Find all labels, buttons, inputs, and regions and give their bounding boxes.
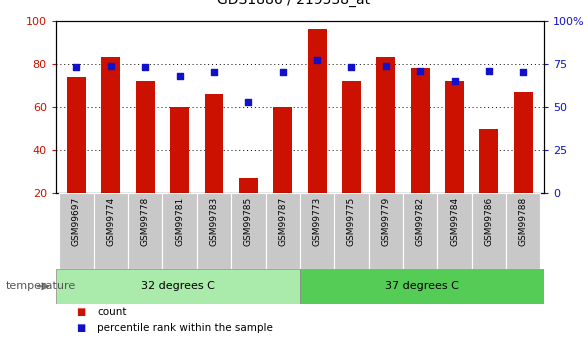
Text: GSM99785: GSM99785	[244, 197, 253, 246]
Point	[141, 65, 150, 70]
Text: GSM99778: GSM99778	[141, 197, 150, 246]
Point	[72, 65, 81, 70]
Text: ■: ■	[76, 307, 86, 317]
Bar	[445, 81, 464, 193]
Bar	[136, 81, 155, 193]
Bar	[59, 193, 93, 269]
Bar	[437, 193, 472, 269]
Text: GSM99774: GSM99774	[106, 197, 115, 246]
Bar	[334, 193, 369, 269]
Text: ■: ■	[76, 323, 86, 333]
Point	[484, 68, 493, 73]
Bar	[205, 94, 223, 193]
Bar	[101, 57, 121, 193]
Bar	[369, 193, 403, 269]
Point	[209, 70, 219, 75]
Bar	[273, 107, 292, 193]
Bar	[197, 193, 231, 269]
Bar	[231, 193, 266, 269]
Bar	[128, 193, 162, 269]
Text: 32 degrees C: 32 degrees C	[141, 282, 215, 291]
Bar	[376, 57, 395, 193]
Text: count: count	[97, 307, 126, 317]
Bar	[93, 193, 128, 269]
Bar	[162, 193, 197, 269]
Point	[175, 73, 184, 79]
Bar	[300, 269, 544, 304]
Text: GSM99697: GSM99697	[72, 197, 81, 246]
Point	[347, 65, 356, 70]
Point	[312, 58, 322, 63]
Text: GSM99788: GSM99788	[519, 197, 528, 246]
Text: GSM99775: GSM99775	[347, 197, 356, 246]
Bar	[300, 193, 334, 269]
Point	[416, 68, 425, 73]
Text: GSM99784: GSM99784	[450, 197, 459, 246]
Text: percentile rank within the sample: percentile rank within the sample	[97, 323, 273, 333]
Text: GSM99781: GSM99781	[175, 197, 184, 246]
Bar	[266, 193, 300, 269]
Bar	[506, 193, 540, 269]
Bar	[56, 269, 300, 304]
Point	[381, 63, 390, 68]
Bar	[239, 178, 258, 193]
Point	[519, 70, 528, 75]
Bar	[514, 92, 533, 193]
Text: GSM99787: GSM99787	[278, 197, 287, 246]
Bar	[67, 77, 86, 193]
Text: temperature: temperature	[6, 282, 76, 291]
Point	[106, 63, 116, 68]
Point	[243, 99, 253, 105]
Bar	[472, 193, 506, 269]
Text: GSM99786: GSM99786	[485, 197, 493, 246]
Text: GSM99773: GSM99773	[313, 197, 322, 246]
Bar	[479, 128, 499, 193]
Point	[450, 78, 459, 84]
Text: GDS1886 / 219538_at: GDS1886 / 219538_at	[218, 0, 370, 7]
Bar	[411, 68, 430, 193]
Text: 37 degrees C: 37 degrees C	[385, 282, 459, 291]
Bar	[308, 29, 326, 193]
Bar	[342, 81, 361, 193]
Text: GSM99782: GSM99782	[416, 197, 425, 246]
Text: GSM99779: GSM99779	[381, 197, 390, 246]
Bar	[403, 193, 437, 269]
Bar	[170, 107, 189, 193]
Point	[278, 70, 288, 75]
Text: GSM99783: GSM99783	[209, 197, 219, 246]
